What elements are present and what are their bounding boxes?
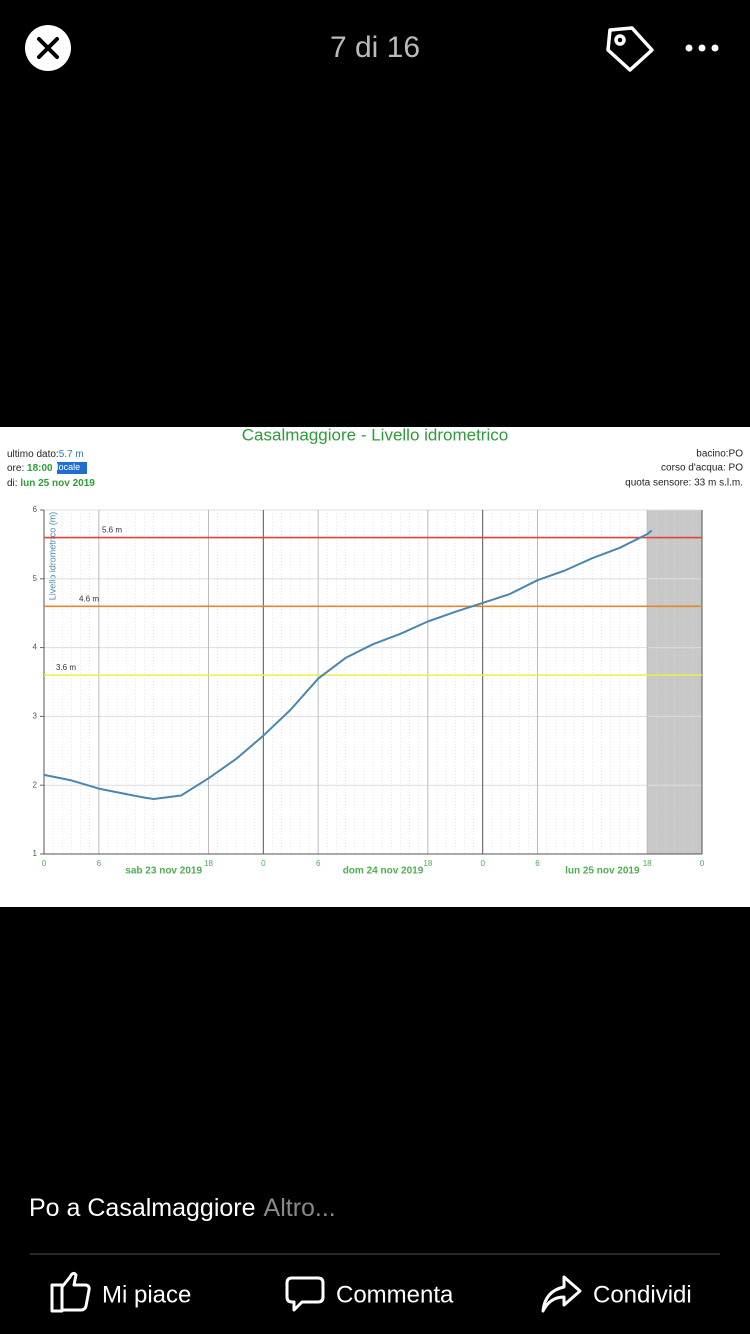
info-value: 5.7 m <box>59 449 84 460</box>
caption-text: Po a Casalmaggiore <box>29 1194 256 1222</box>
y-tick-label: 3 <box>33 712 38 721</box>
y-tick-label: 2 <box>33 780 38 789</box>
info-right: corso d'acqua: PO <box>661 463 743 474</box>
more-button[interactable] <box>685 44 719 52</box>
info-value: 18:00 <box>27 463 53 474</box>
info-label: ultimo dato: <box>7 449 59 460</box>
x-tick-label: 18 <box>643 859 652 868</box>
y-axis-label: Livello idrometrico (m) <box>47 512 57 601</box>
y-tick-label: 6 <box>33 505 38 514</box>
info-right: quota sensore: 33 m s.l.m. <box>625 478 743 489</box>
chart-image <box>0 427 750 907</box>
tag-button[interactable] <box>606 26 654 72</box>
close-button[interactable] <box>25 25 71 71</box>
x-tick-label: 0 <box>261 859 266 868</box>
info-value: lun 25 nov 2019 <box>20 478 95 489</box>
action-label: Commenta <box>336 1281 454 1308</box>
caption: Po a Casalmaggiore Altro... <box>29 1194 336 1222</box>
info-right: bacino:PO <box>696 449 743 460</box>
info-label: ore: <box>7 463 27 474</box>
info-line: ultimo dato:5.7 m <box>7 449 84 460</box>
badge-bg <box>57 462 87 474</box>
x-tick-label: 6 <box>316 859 321 868</box>
x-tick-label: 6 <box>97 859 102 868</box>
comment-button[interactable]: Commenta <box>285 1276 454 1312</box>
threshold-label: 3.6 m <box>56 663 76 672</box>
plot: 1 2 3 4 5 6 0 6 18 0 6 18 0 6 18 0 sab 23 nov 2019 dom 24… <box>33 505 705 877</box>
action-label: Condividi <box>593 1281 692 1308</box>
date-label: sab 23 nov 2019 <box>125 866 202 877</box>
share-button[interactable]: Condividi <box>541 1275 692 1313</box>
y-tick-label: 5 <box>33 574 38 583</box>
x-tick-label: 18 <box>423 859 432 868</box>
info-badge: locale <box>57 462 81 472</box>
date-label: lun 25 nov 2019 <box>565 866 640 877</box>
data-line <box>43 529 653 800</box>
like-button[interactable]: Mi piace <box>50 1271 191 1313</box>
x-tick-label: 0 <box>480 859 485 868</box>
date-label: dom 24 nov 2019 <box>343 866 424 877</box>
caption-more[interactable]: Altro... <box>264 1194 336 1222</box>
x-tick-label: 18 <box>204 859 213 868</box>
x-tick-label: 0 <box>42 859 47 868</box>
action-label: Mi piace <box>102 1281 191 1308</box>
threshold-label: 4.6 m <box>79 594 99 603</box>
y-tick-label: 1 <box>33 849 38 858</box>
y-tick-label: 4 <box>33 643 38 652</box>
info-line: ore: 18:00 locale <box>7 462 80 473</box>
info-label: di: <box>7 478 20 489</box>
info-line: di: lun 25 nov 2019 <box>7 478 95 489</box>
chart-title: Casalmaggiore - Livello idrometrico <box>242 425 508 444</box>
photo-counter: 7 di 16 <box>330 31 420 64</box>
x-tick-label: 0 <box>700 859 705 868</box>
x-tick-label: 6 <box>535 859 540 868</box>
threshold-label: 5.6 m <box>102 526 122 535</box>
